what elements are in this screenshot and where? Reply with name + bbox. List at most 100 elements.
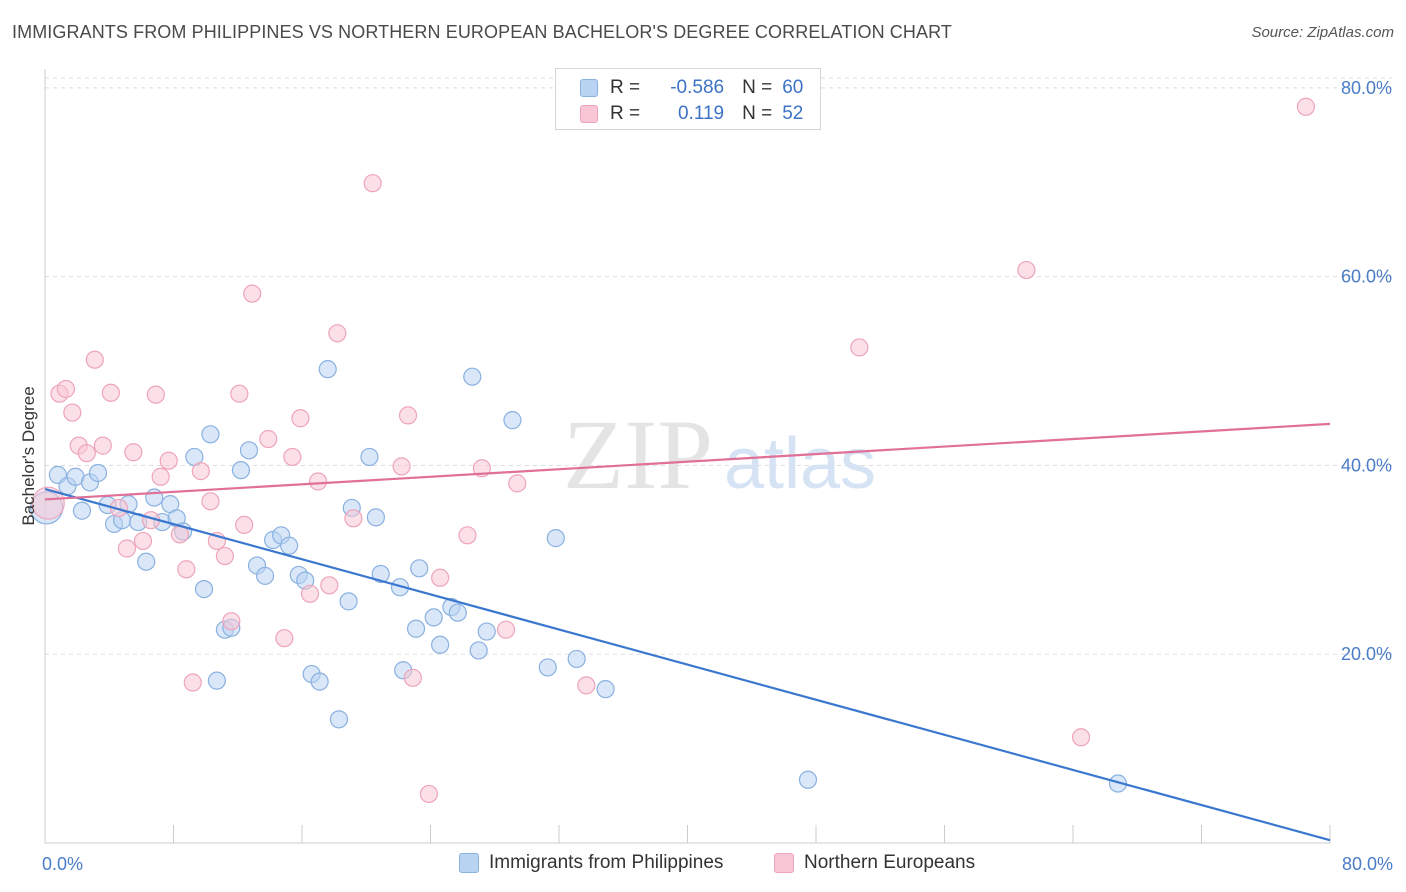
point-northern-europeans [101,383,120,402]
point-philippines [280,536,299,555]
point-northern-europeans [191,462,210,481]
point-northern-europeans [1017,260,1036,280]
legend-swatch-northern-europeans [774,853,794,873]
point-philippines [596,680,615,699]
legend-label-northern-europeans: Northern Europeans [804,852,976,873]
point-philippines [194,579,214,599]
point-philippines [231,461,251,480]
point-northern-europeans [183,673,202,692]
point-philippines [469,641,488,660]
point-philippines [371,564,390,584]
trend-line-philippines [44,487,1331,842]
y-tick-label: 40.0% [1341,455,1392,475]
watermark: ZIP atlas [563,399,876,510]
point-northern-europeans [275,629,294,648]
point-philippines [360,447,379,467]
n-value: 52 [782,103,804,124]
legend-item-philippines[interactable]: Immigrants from Philippines [459,852,723,874]
point-northern-europeans [93,436,112,455]
point-philippines [390,578,410,597]
legend-item-northern-europeans[interactable]: Northern Europeans [774,852,975,874]
grid-lines [45,77,1392,655]
point-philippines [329,710,349,729]
point-northern-europeans [496,620,516,639]
point-philippines [503,411,522,430]
point-philippines [406,619,426,638]
point-philippines [538,658,557,677]
point-northern-europeans [222,612,241,631]
chart-title: IMMIGRANTS FROM PHILIPPINES VS NORTHERN … [12,22,952,42]
y-tick-label: 20.0% [1341,644,1392,664]
axes [44,69,1331,844]
point-northern-europeans [215,546,234,566]
point-northern-europeans [56,379,75,399]
n-value: 60 [782,77,804,98]
point-philippines [255,566,275,585]
point-northern-europeans [403,668,422,687]
x-tick-label: 0.0% [42,854,83,874]
point-northern-europeans [31,486,65,520]
point-philippines [310,672,329,691]
trend-line-northern-europeans [44,422,1331,501]
point-northern-europeans [458,526,477,545]
point-philippines [339,592,358,611]
point-philippines [567,649,586,669]
point-philippines [477,622,496,641]
point-northern-europeans [577,676,596,695]
source-label: Source: ZipAtlas.com [1251,24,1394,41]
point-northern-europeans [77,444,96,463]
swatch-northern-europeans [580,105,598,123]
point-northern-europeans [300,584,320,603]
point-northern-europeans [431,568,450,587]
r-label: R = [610,103,641,124]
point-northern-europeans [419,784,438,804]
point-northern-europeans [344,509,363,528]
r-label: R = [610,77,641,98]
point-northern-europeans [133,531,153,551]
stats-row-northern-europeans: R = 0.119 N = 52 [580,102,803,126]
point-northern-europeans [151,467,170,486]
point-philippines [463,367,482,386]
point-philippines [546,529,565,548]
point-northern-europeans [398,406,418,425]
point-northern-europeans [235,515,254,535]
point-northern-europeans [392,457,411,476]
point-philippines [88,463,108,483]
swatch-philippines [580,79,598,97]
point-philippines [239,441,259,460]
n-label: N = [742,77,773,98]
point-northern-europeans [283,447,302,467]
point-northern-europeans [291,409,310,428]
point-philippines [72,501,92,520]
point-northern-europeans [243,284,262,303]
tick-labels: 20.0% 40.0% 60.0% 80.0% 0.0% 80.0% [42,78,1393,874]
point-philippines [366,508,385,527]
point-philippines [201,425,220,444]
watermark-zip: ZIP [563,399,713,510]
legend-label-philippines: Immigrants from Philippines [489,852,724,873]
y-axis-label: Bachelor's Degree [19,386,38,525]
point-philippines [431,635,450,654]
point-northern-europeans [363,174,382,193]
point-northern-europeans [850,338,869,357]
point-northern-europeans [63,403,82,422]
point-northern-europeans [124,443,143,462]
point-northern-europeans [85,350,104,369]
trend-lines [44,422,1331,842]
stats-row-philippines: R = -0.586 N = 60 [580,76,803,100]
point-northern-europeans [159,451,178,470]
y-tick-label: 80.0% [1341,78,1392,98]
point-philippines [448,603,467,622]
point-northern-europeans [320,576,339,595]
point-philippines [207,671,226,690]
point-northern-europeans [117,539,137,558]
n-label: N = [742,103,773,124]
y-tick-label: 60.0% [1341,267,1392,287]
point-philippines [318,360,337,379]
point-northern-europeans [230,384,249,403]
point-philippines [798,770,818,789]
point-northern-europeans [177,560,196,579]
point-northern-europeans [1071,728,1091,747]
point-northern-europeans [1296,97,1316,116]
point-northern-europeans [146,385,165,404]
